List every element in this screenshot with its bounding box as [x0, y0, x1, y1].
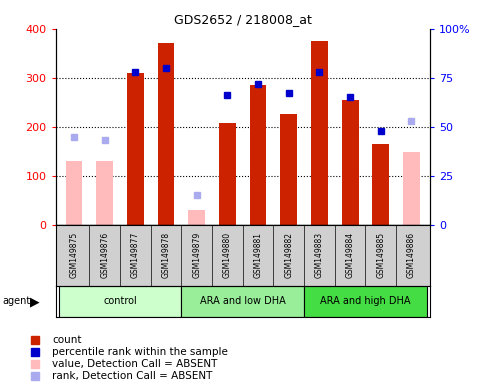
- Text: GSM149883: GSM149883: [315, 232, 324, 278]
- Bar: [219, 123, 236, 225]
- Text: GSM149882: GSM149882: [284, 232, 293, 278]
- Bar: [58, 286, 181, 317]
- Text: GSM149875: GSM149875: [70, 232, 78, 278]
- Bar: [403, 152, 420, 225]
- Bar: [66, 161, 83, 225]
- Bar: [181, 286, 304, 317]
- Text: ARA and low DHA: ARA and low DHA: [200, 296, 285, 306]
- Bar: [372, 144, 389, 225]
- Title: GDS2652 / 218008_at: GDS2652 / 218008_at: [174, 13, 312, 26]
- Text: GSM149884: GSM149884: [346, 232, 355, 278]
- Text: GSM149880: GSM149880: [223, 232, 232, 278]
- Bar: [341, 100, 358, 225]
- Bar: [250, 85, 267, 225]
- Text: GSM149878: GSM149878: [161, 232, 170, 278]
- Text: control: control: [103, 296, 137, 306]
- Bar: [96, 161, 113, 225]
- Bar: [157, 43, 174, 225]
- Text: agent: agent: [2, 296, 30, 306]
- Text: GSM149879: GSM149879: [192, 232, 201, 278]
- Text: percentile rank within the sample: percentile rank within the sample: [53, 347, 228, 357]
- Text: count: count: [53, 335, 82, 345]
- Text: rank, Detection Call = ABSENT: rank, Detection Call = ABSENT: [53, 371, 213, 381]
- Text: value, Detection Call = ABSENT: value, Detection Call = ABSENT: [53, 359, 218, 369]
- Text: ▶: ▶: [30, 295, 40, 308]
- Bar: [280, 114, 297, 225]
- Text: GSM149876: GSM149876: [100, 232, 109, 278]
- Bar: [188, 210, 205, 225]
- Text: GSM149877: GSM149877: [131, 232, 140, 278]
- Text: ARA and high DHA: ARA and high DHA: [320, 296, 411, 306]
- Text: GSM149881: GSM149881: [254, 232, 263, 278]
- Bar: [311, 41, 328, 225]
- Text: GSM149885: GSM149885: [376, 232, 385, 278]
- Bar: [127, 73, 144, 225]
- Bar: [304, 286, 427, 317]
- Text: GSM149886: GSM149886: [407, 232, 416, 278]
